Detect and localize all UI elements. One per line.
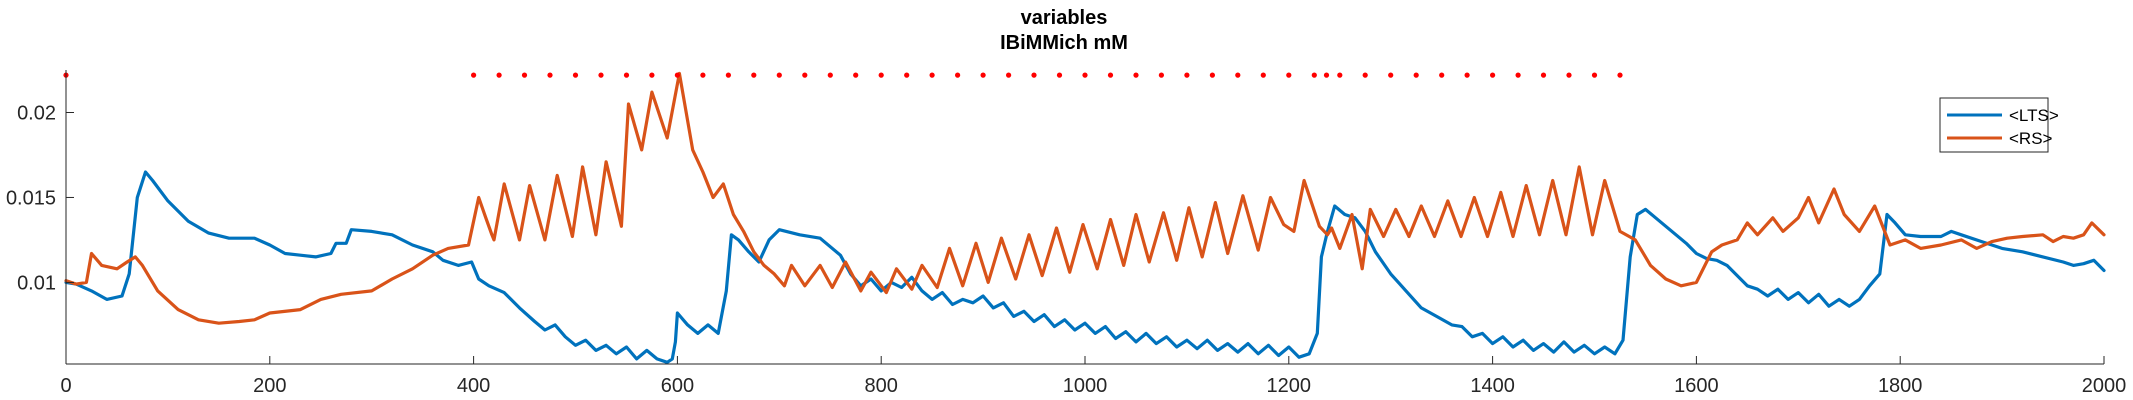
y-tick-label: 0.015 — [6, 187, 56, 209]
marker-dot — [1540, 72, 1547, 78]
marker-dot — [1107, 72, 1114, 78]
marker-dot — [1323, 72, 1330, 78]
marker-dot — [649, 72, 655, 78]
marker-dot — [1388, 72, 1394, 78]
marker-dot — [1439, 72, 1445, 78]
marker-dot — [1515, 72, 1521, 78]
marker-dot — [700, 72, 706, 78]
x-tick-label: 1000 — [1063, 375, 1108, 397]
y-tick-label: 0.01 — [17, 272, 56, 294]
marker-dot — [1235, 72, 1241, 78]
series-line-lts — [64, 170, 2106, 364]
chart-title: variables — [1021, 7, 1108, 29]
marker-dot — [598, 72, 604, 78]
marker-dot — [980, 72, 986, 78]
marker-dot — [623, 72, 630, 78]
marker-dot — [572, 72, 579, 78]
legend-label-rs: <RS> — [2009, 129, 2053, 148]
marker-dot — [827, 72, 833, 78]
x-tick-label: 1200 — [1267, 375, 1312, 397]
x-tick-label: 1800 — [1878, 375, 1923, 397]
marker-dot — [1031, 72, 1037, 78]
marker-dot — [802, 72, 808, 78]
x-tick-label: 200 — [253, 375, 286, 397]
legend-box — [1939, 97, 2049, 153]
marker-dot — [471, 72, 477, 78]
x-tick-label: 400 — [457, 375, 490, 397]
marker-dot — [751, 72, 757, 78]
marker-dot — [1566, 72, 1572, 78]
x-tick-label: 1600 — [1674, 375, 1719, 397]
marker-dot — [1311, 72, 1317, 78]
marker-dot — [904, 72, 910, 78]
marker-dot — [853, 72, 859, 78]
marker-dot — [521, 72, 528, 78]
marker-dot — [1286, 72, 1292, 78]
marker-dot — [1464, 72, 1470, 78]
axes: 0 200 400 600 800 1000 1200 1400 1600 1800 2000 0.0… — [6, 70, 2126, 397]
marker-dot — [1362, 72, 1368, 78]
marker-dot — [674, 72, 681, 78]
x-tick-label: 600 — [661, 375, 694, 397]
marker-dot — [929, 72, 935, 78]
marker-dot — [1082, 72, 1088, 78]
x-tick-label: 0 — [60, 375, 71, 397]
marker-dot — [1133, 72, 1139, 78]
series-line-rs — [64, 71, 2106, 325]
marker-dot — [1490, 72, 1496, 78]
legend: <LTS> <RS> — [1939, 97, 2059, 153]
marker-dot — [1260, 72, 1266, 78]
x-tick-label: 1400 — [1470, 375, 1515, 397]
marker-dot — [1413, 72, 1419, 78]
marker-dot — [496, 72, 502, 78]
marker-dot — [1209, 72, 1215, 78]
x-tick-label: 800 — [865, 375, 898, 397]
marker-dot — [1184, 72, 1190, 78]
legend-label-lts: <LTS> — [2009, 106, 2059, 125]
y-tick-label: 0.02 — [17, 102, 56, 124]
plot-area — [63, 71, 2106, 364]
marker-dot — [1337, 72, 1343, 78]
marker-dot — [1617, 72, 1623, 78]
marker-dot — [1056, 72, 1063, 78]
marker-dot — [1158, 72, 1164, 78]
x-tick-label: 2000 — [2082, 375, 2127, 397]
marker-dot — [955, 72, 961, 78]
marker-dot — [1591, 72, 1598, 78]
chart-subtitle: IBiMMich mM — [1000, 32, 1128, 54]
marker-dot — [878, 72, 884, 78]
marker-dot — [1006, 72, 1012, 78]
marker-dot — [547, 72, 553, 78]
marker-dot — [776, 72, 782, 78]
marker-dot — [725, 72, 732, 78]
